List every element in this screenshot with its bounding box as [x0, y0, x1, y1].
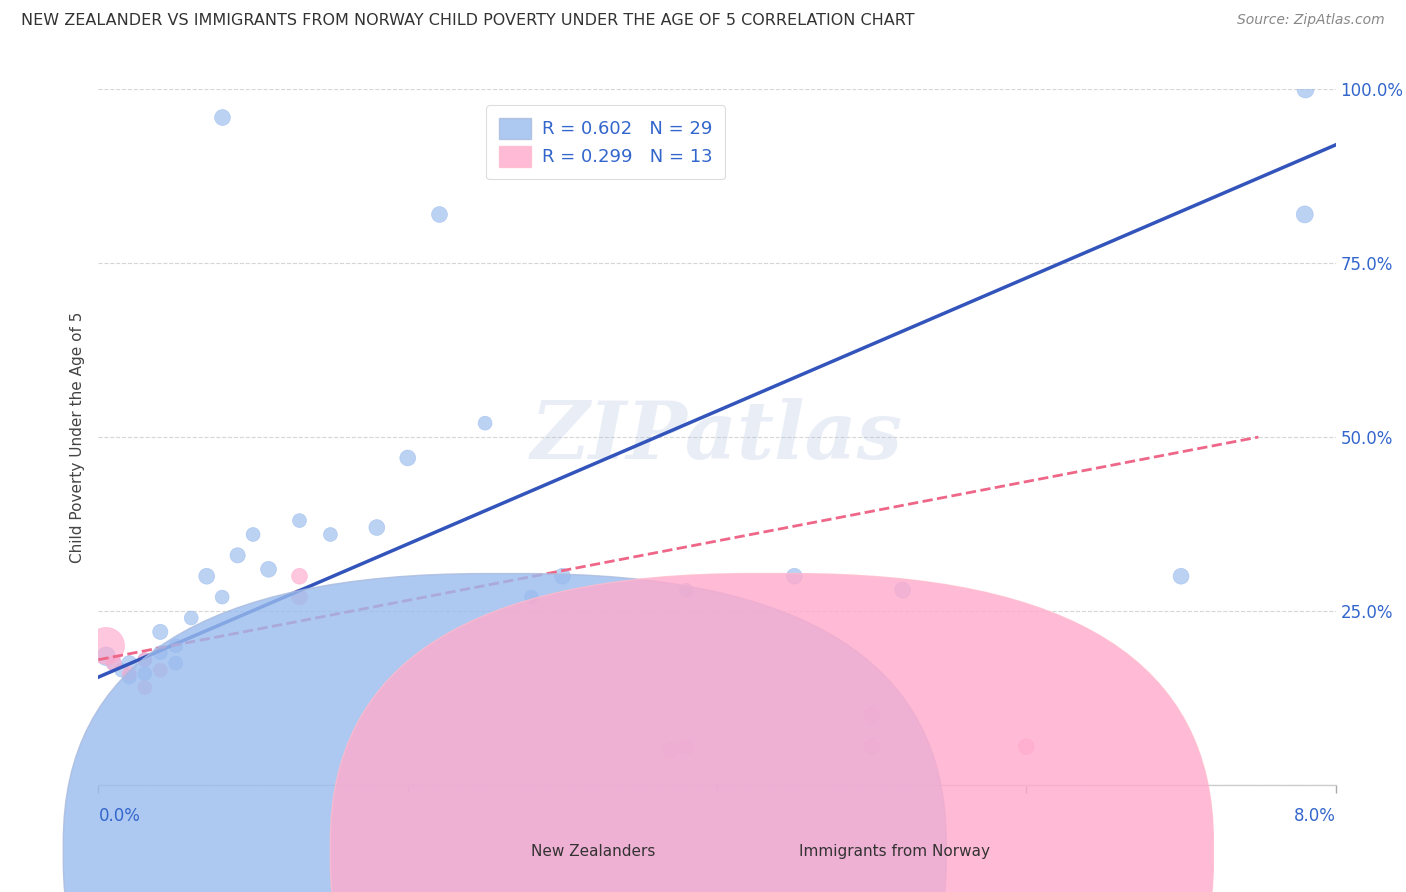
Point [257, 562, 280, 576]
Point [860, 708, 883, 723]
Point [211, 590, 233, 604]
Text: 8.0%: 8.0% [1294, 807, 1336, 825]
Point [1294, 82, 1316, 96]
Point [242, 527, 264, 541]
Point [134, 681, 156, 695]
Point [366, 520, 388, 534]
Point [520, 590, 543, 604]
Text: Source: ZipAtlas.com: Source: ZipAtlas.com [1237, 13, 1385, 28]
Point [165, 657, 187, 671]
Point [1015, 739, 1038, 754]
Y-axis label: Child Poverty Under the Age of 5: Child Poverty Under the Age of 5 [69, 311, 84, 563]
Point [149, 646, 172, 660]
Text: ZIPatlas: ZIPatlas [531, 399, 903, 475]
Point [1170, 569, 1192, 583]
Point [103, 657, 125, 671]
Point [180, 611, 202, 625]
Point [134, 653, 156, 667]
Point [288, 590, 311, 604]
Point [134, 666, 156, 681]
Point [891, 583, 914, 598]
Point [319, 527, 342, 541]
Point [211, 110, 233, 124]
Point [396, 450, 419, 465]
Point [118, 670, 141, 684]
Point [149, 624, 172, 639]
Point [288, 569, 311, 583]
Point [675, 739, 697, 754]
Point [118, 666, 141, 681]
Point [103, 657, 125, 671]
Point [659, 743, 682, 757]
Point [288, 514, 311, 528]
Text: 0.0%: 0.0% [98, 807, 141, 825]
Point [474, 416, 496, 430]
Point [675, 583, 697, 598]
Point [195, 569, 218, 583]
Point [551, 569, 574, 583]
Point [427, 207, 450, 221]
Point [96, 649, 118, 664]
Point [96, 639, 118, 653]
Point [149, 663, 172, 677]
Point [226, 549, 249, 563]
Point [134, 653, 156, 667]
Text: Immigrants from Norway: Immigrants from Norway [799, 845, 990, 859]
Text: New Zealanders: New Zealanders [531, 845, 655, 859]
Point [860, 739, 883, 754]
Text: NEW ZEALANDER VS IMMIGRANTS FROM NORWAY CHILD POVERTY UNDER THE AGE OF 5 CORRELA: NEW ZEALANDER VS IMMIGRANTS FROM NORWAY … [21, 13, 915, 29]
Point [165, 639, 187, 653]
Legend: R = 0.602   N = 29, R = 0.299   N = 13: R = 0.602 N = 29, R = 0.299 N = 13 [486, 105, 725, 179]
Point [118, 657, 141, 671]
Point [783, 569, 806, 583]
Point [111, 663, 132, 677]
Point [1294, 207, 1316, 221]
